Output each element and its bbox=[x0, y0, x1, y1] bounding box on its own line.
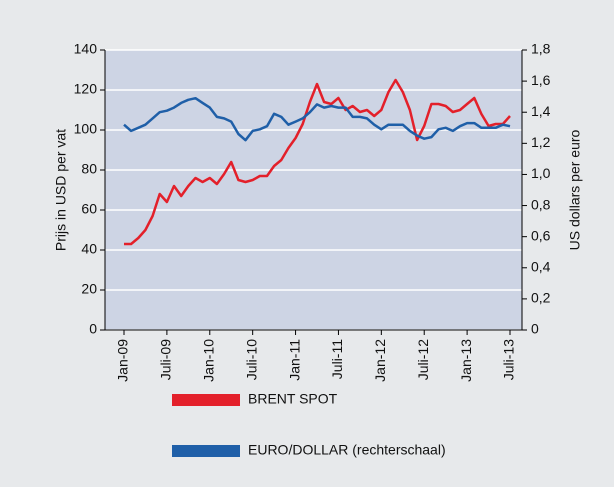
y-tick-label: 40 bbox=[81, 241, 97, 257]
legend-swatch bbox=[172, 394, 240, 406]
y2-tick-label: 0,8 bbox=[531, 196, 551, 212]
y-tick-label: 140 bbox=[74, 41, 98, 57]
y2-tick-label: 1,6 bbox=[531, 72, 551, 88]
series-line bbox=[123, 96, 511, 142]
plot-area bbox=[105, 50, 522, 330]
y2-tick-label: 1,2 bbox=[531, 134, 551, 150]
x-tick-label: Jan-11 bbox=[286, 339, 302, 381]
x-tick-label: Jan-10 bbox=[200, 339, 216, 382]
y2-axis-title: US dollars per euro bbox=[567, 129, 583, 250]
x-tick-label: Jan-13 bbox=[458, 339, 474, 382]
y2-tick-label: 1,4 bbox=[531, 103, 551, 119]
y2-tick-label: 1,8 bbox=[531, 41, 551, 57]
x-tick-label: Juli-10 bbox=[243, 339, 259, 380]
y2-tick-label: 1,0 bbox=[531, 165, 551, 181]
x-tick-label: Jan-09 bbox=[115, 339, 131, 382]
x-tick-label: Juli-12 bbox=[415, 339, 431, 380]
y-tick-label: 80 bbox=[81, 161, 97, 177]
y-tick-label: 60 bbox=[81, 201, 97, 217]
y-tick-label: 100 bbox=[74, 121, 98, 137]
legend-label: EURO/DOLLAR (rechterschaal) bbox=[248, 442, 446, 458]
series-line bbox=[124, 78, 511, 246]
y-tick-label: 120 bbox=[74, 81, 98, 97]
x-tick-label: Juli-11 bbox=[329, 339, 345, 379]
y2-tick-label: 0 bbox=[531, 321, 539, 337]
y2-tick-label: 0,6 bbox=[531, 227, 551, 243]
x-tick-label: Juli-13 bbox=[501, 339, 517, 380]
y-tick-label: 20 bbox=[81, 281, 97, 297]
y-axis-title: Prijs in USD per vat bbox=[53, 129, 69, 251]
legend-swatch bbox=[172, 445, 240, 457]
legend-label: BRENT SPOT bbox=[248, 391, 338, 407]
y-tick-label: 0 bbox=[89, 321, 97, 337]
y2-tick-label: 0,4 bbox=[531, 258, 551, 274]
y2-tick-label: 0,2 bbox=[531, 290, 551, 306]
x-tick-label: Jan-12 bbox=[372, 339, 388, 382]
x-tick-label: Juli-09 bbox=[158, 339, 174, 380]
